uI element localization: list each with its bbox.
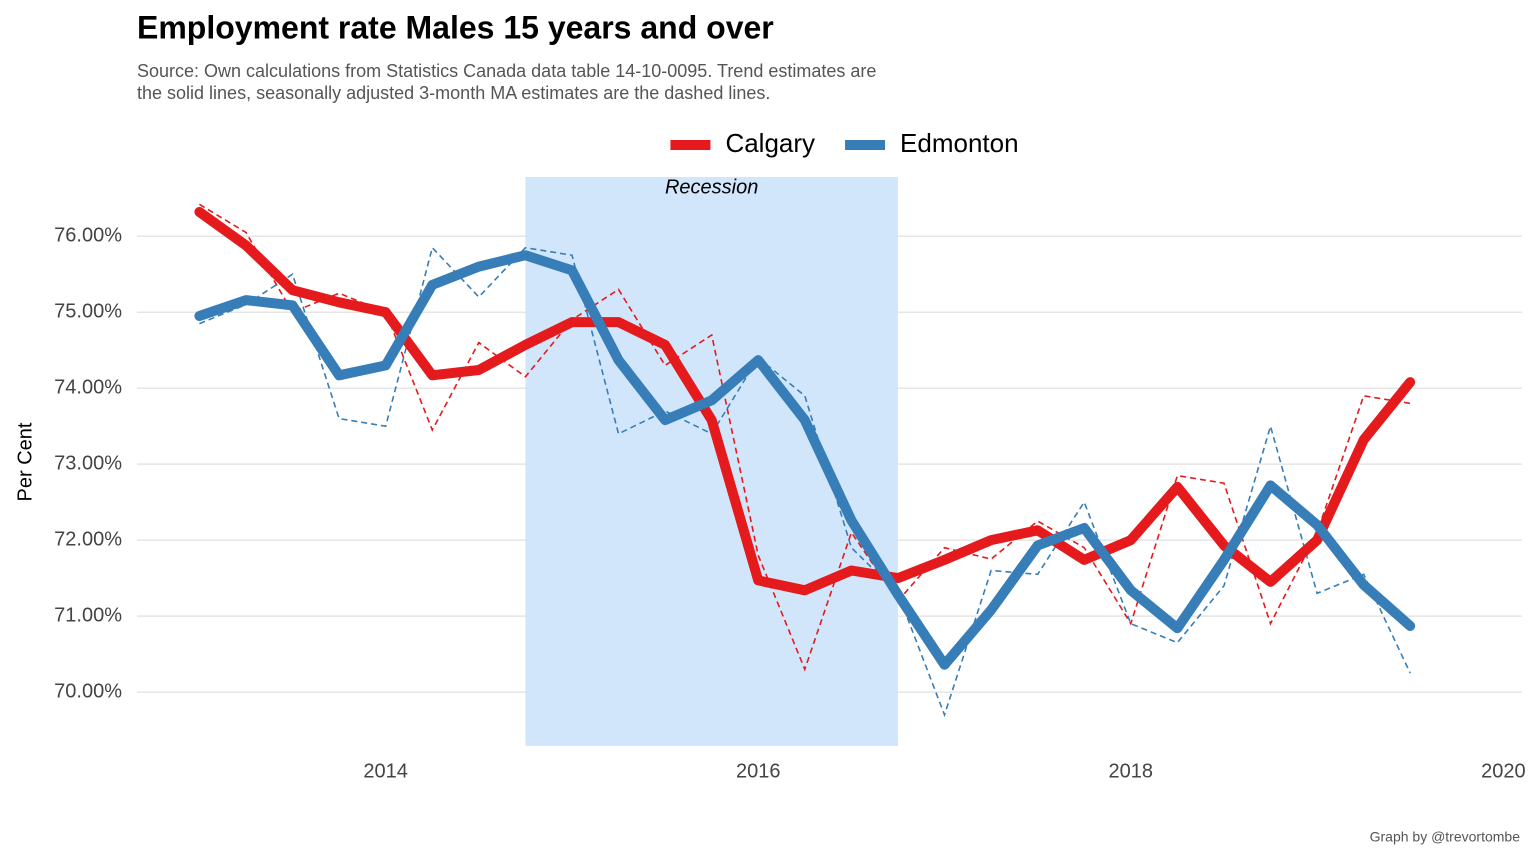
x-tick-label: 2020 (1481, 760, 1526, 782)
ma-line (198, 203, 1411, 672)
legend: Calgary Edmonton (670, 128, 1019, 158)
y-axis-label: Per Cent (14, 422, 36, 501)
y-tick-label: 74.00% (54, 376, 122, 398)
y-tick-label: 71.00% (54, 604, 122, 626)
x-tick-label: 2016 (736, 760, 781, 782)
recession-label: Recession (665, 176, 758, 198)
y-tick-label: 72.00% (54, 528, 122, 550)
chart-subtitle: Source: Own calculations from Statistics… (137, 61, 876, 81)
caption: Graph by @trevortombe (1370, 829, 1521, 845)
legend-label: Calgary (725, 128, 815, 158)
recession-band (525, 177, 898, 746)
y-tick-label: 75.00% (54, 301, 122, 323)
chart-subtitle: the solid lines, seasonally adjusted 3-m… (137, 83, 770, 103)
x-tick-label: 2018 (1109, 760, 1154, 782)
trend-line (194, 250, 1416, 670)
chart-title: Employment rate Males 15 years and over (137, 9, 774, 45)
y-tick-label: 70.00% (54, 680, 122, 702)
y-tick-label: 76.00% (54, 225, 122, 247)
y-tick-label: 73.00% (54, 452, 122, 474)
legend-label: Edmonton (900, 128, 1019, 158)
x-tick-label: 2014 (363, 760, 408, 782)
